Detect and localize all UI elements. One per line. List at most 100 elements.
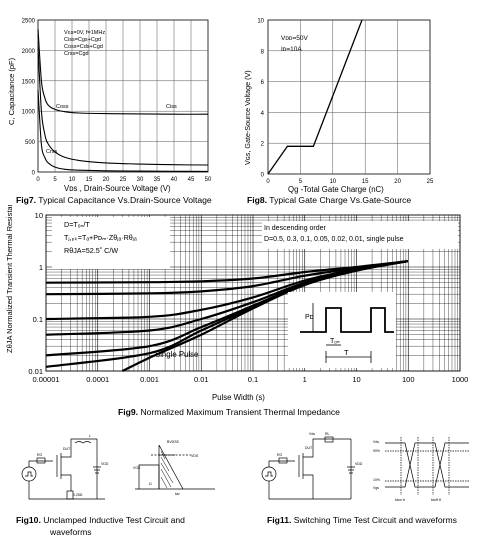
pulse-source-icon [21, 466, 37, 482]
fig9-note-duty-list: D=0.5, 0.3, 0.1, 0.05, 0.02, 0.01, singl… [264, 236, 404, 243]
svg-text:tdon tr: tdon tr [395, 498, 406, 502]
fig7-x-tick: 5 [53, 177, 57, 183]
fig9-curve [45, 260, 409, 284]
fig11-caption-num: Fig11. [267, 515, 292, 525]
fig9-x-tick: 0.0001 [86, 375, 109, 384]
fig9-note-tj: Tⱼ,ₚₖ=Tₐ+Pᴅₘ·Zθⱼₐ·Rθⱼₐ [64, 233, 137, 242]
svg-text:10%: 10% [373, 478, 380, 482]
svg-text:DUT: DUT [305, 446, 313, 450]
fig8-caption-num: Fig8. [247, 195, 268, 205]
svg-text:VDS: VDS [191, 454, 199, 458]
fig7-caption-num: Fig7. [16, 195, 37, 205]
fig7-y-tick: 2000 [22, 49, 36, 55]
fig9-x-tick: 0.1 [248, 375, 258, 384]
fig9-pulse-label-pd: Pᴅ [305, 314, 314, 321]
svg-text:90%: 90% [373, 449, 380, 453]
fig10-caption: Fig10. Unclamped Inductive Test Circuit … [16, 515, 185, 525]
fig8-gate-charge-chart: 0 2 4 6 8 10 0 5 10 15 20 25 Vᴅᴅ=50V Iᴅ=10A Vɢs, G… [243, 19, 434, 195]
fig8-legend-vdd: Vᴅᴅ=50V [281, 35, 309, 42]
fig9-note-order: In descending order [264, 225, 327, 232]
fig9-x-tick: 100 [402, 375, 415, 384]
fig7-y-tick: 1500 [22, 79, 36, 85]
fig9-caption-num: Fig9. [118, 407, 139, 417]
fig8-caption: Fig8. Typical Gate Charge Vs.Gate-Source [247, 195, 411, 205]
fig9-x-tick: 10 [352, 375, 360, 384]
fig7-y-tick: 500 [25, 140, 36, 146]
fig7-capacitance-chart: 0 500 1000 1500 2000 2500 0 5 10 15 20 25 30 35 40 45 5… [7, 19, 212, 194]
fig7-x-tick: 45 [188, 177, 195, 183]
fig7-legend-line-3: Coss=Cds+Cgd [64, 44, 103, 50]
fig10-caption-num: Fig10. [16, 515, 41, 525]
svg-text:RL: RL [325, 432, 330, 436]
fig8-plot-frame [267, 19, 431, 175]
fig7-legend-line-1: Vɢs=0V, f=1MHz [64, 30, 105, 36]
fig9-x-tick: 0.001 [140, 375, 159, 384]
fig9-x-tick: 1000 [452, 375, 469, 384]
svg-text:RG: RG [277, 453, 283, 457]
fig7-x-axis-label: Vᴅs , Drain-Source Voltage (V) [64, 184, 171, 193]
svg-text:t1: t1 [149, 482, 152, 486]
svg-text:0.25Ω: 0.25Ω [73, 493, 83, 497]
svg-text:Vgs: Vgs [373, 486, 379, 490]
fig8-y-tick: 0 [261, 173, 265, 179]
fig7-caption: Fig7. Typical Capacitance Vs.Drain-Sourc… [16, 195, 212, 205]
svg-text:VDD: VDD [101, 462, 109, 466]
fig9-curve [121, 260, 409, 372]
fig7-legend-line-4: Crss=Cgd [64, 51, 89, 57]
fig9-curve [45, 260, 409, 296]
fig8-caption-text: Typical Gate Charge Vs.Gate-Source [267, 195, 412, 205]
fig7-y-tick: 2500 [22, 19, 36, 25]
fig9-pulse-inset: Pᴅ Tₒₙ T [288, 292, 396, 368]
fig8-x-tick: 0 [266, 179, 270, 185]
pulse-source-icon [261, 466, 277, 482]
fig9-y-tick: 10 [35, 211, 43, 220]
fig7-x-tick: 30 [137, 177, 144, 183]
fig9-label-single-pulse: Single Pulse [155, 350, 198, 359]
fig8-x-tick: 15 [362, 179, 369, 185]
fig9-x-tick: 0.00001 [32, 375, 59, 384]
fig10-uis-test-circuit: DUT L VDD 0.25Ω RG BVDSS VDS VGS t1 tav [21, 434, 215, 500]
fig11-caption: Fig11. Switching Time Test Circuit and w… [267, 515, 457, 525]
fig7-caption-text: Typical Capacitance Vs.Drain-Source Volt… [36, 195, 212, 205]
svg-text:tdoff tf: tdoff tf [431, 498, 441, 502]
fig7-curve-crss [37, 89, 209, 172]
fig11-caption-text: Switching Time Test Circuit and waveform… [291, 515, 457, 525]
fig7-x-tick: 10 [69, 177, 76, 183]
fig8-x-tick: 5 [299, 179, 303, 185]
fig11-switching-test-circuit: Vds RL VDD RG DUT Vds 90% 10% Vgs tdon tr tdoff t… [261, 432, 469, 502]
fig7-curve-coss [37, 47, 209, 166]
fig9-x-axis-label: Pulse Width (s) [212, 393, 265, 402]
fig9-pulse-label-t: T [344, 348, 349, 357]
fig7-x-tick: 25 [120, 177, 127, 183]
fig8-x-tick: 10 [329, 179, 336, 185]
fig8-y-tick: 6 [261, 80, 265, 86]
svg-text:DUT: DUT [63, 447, 71, 451]
fig8-legend-id: Iᴅ=10A [281, 46, 302, 53]
fig8-curve-vgs [267, 19, 363, 175]
fig8-y-tick: 8 [261, 49, 265, 55]
fig9-thermal-impedance-chart: 10 1 0.1 0.01 0.00001 0.0001 0.001 0.01 0.1 1 10 1… [5, 205, 469, 402]
fig10-caption-line2: waveforms [50, 527, 92, 537]
svg-text:RG: RG [37, 453, 43, 457]
fig7-y-axis-label: C, Capacitance (pF) [7, 57, 16, 125]
svg-text:VGS: VGS [133, 466, 141, 470]
fig7-label-crss: Crss [46, 149, 58, 155]
fig9-caption-text: Normalized Maximum Transient Thermal Imp… [138, 407, 340, 417]
fig7-y-tick: 0 [32, 171, 36, 177]
fig8-y-tick: 4 [261, 111, 265, 117]
fig8-x-tick: 20 [394, 179, 401, 185]
fig8-y-tick: 2 [261, 142, 265, 148]
svg-text:Vds: Vds [373, 440, 379, 444]
fig9-pulse-label-ton: Tₒₙ [330, 338, 340, 345]
fig10-caption-text: Unclamped Inductive Test Circuit and [40, 515, 185, 525]
fig8-y-axis-label: Vɢs, Gate-Source Voltage (V) [243, 70, 252, 165]
svg-text:Vds: Vds [309, 432, 315, 436]
fig8-x-tick: 25 [427, 179, 434, 185]
fig7-x-tick: 35 [154, 177, 161, 183]
svg-text:L: L [89, 434, 91, 438]
fig9-y-tick: 0.01 [28, 367, 43, 376]
fig7-x-tick: 20 [103, 177, 110, 183]
fig9-x-tick: 0.01 [194, 375, 209, 384]
fig7-label-coss: Coss [56, 104, 69, 110]
svg-text:BVDSS: BVDSS [167, 440, 180, 444]
